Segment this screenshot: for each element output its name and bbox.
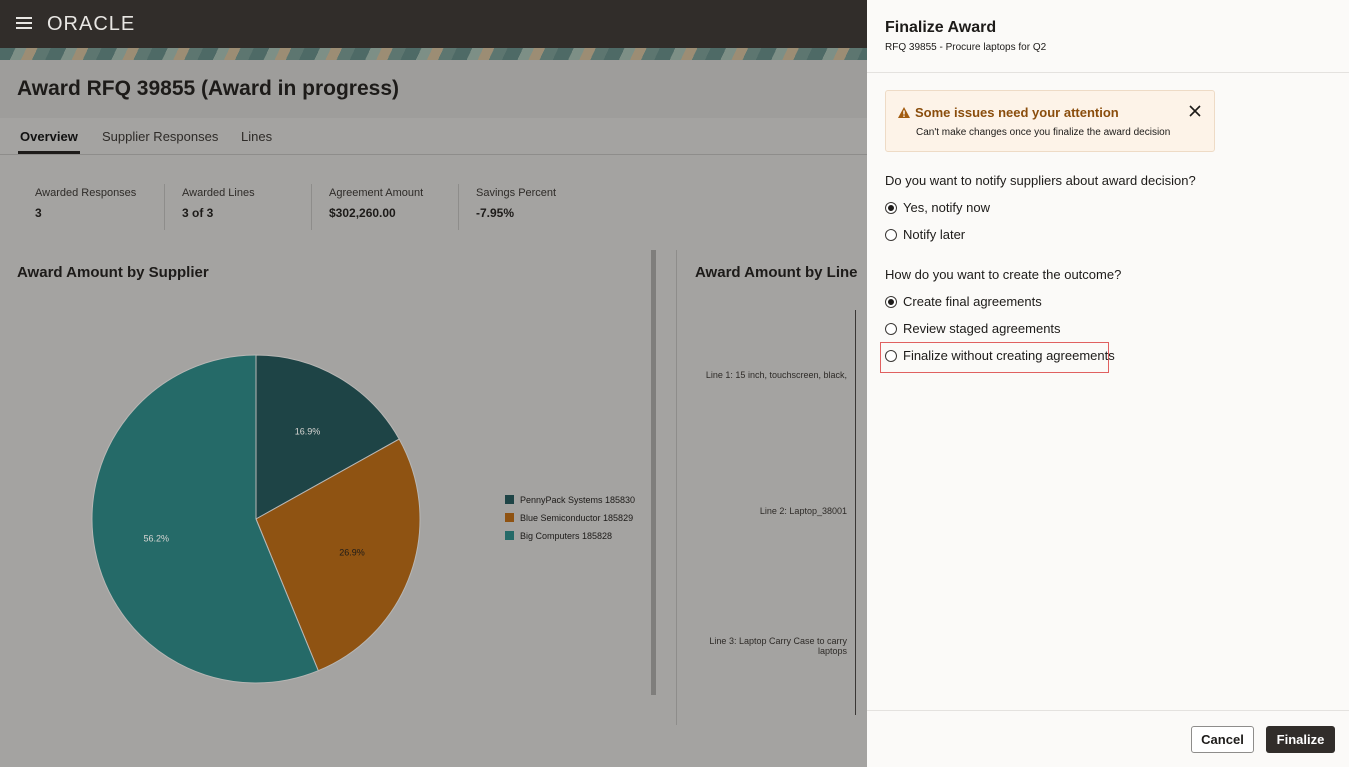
metric-value: 3 of 3 — [182, 206, 214, 220]
pie-slice — [255, 438, 421, 672]
title-band — [0, 60, 867, 118]
highlight-box — [880, 342, 1109, 373]
legend-label: Blue Semiconductor 185829 — [520, 513, 633, 523]
drawer-subtitle: RFQ 39855 - Procure laptops for Q2 — [885, 42, 1047, 53]
slice-label: 56.2% — [143, 534, 169, 544]
metric-value: $302,260.00 — [329, 206, 396, 220]
chart-title: Award Amount by Supplier — [17, 264, 209, 281]
radio-button[interactable] — [885, 350, 897, 362]
radio-button[interactable] — [885, 323, 897, 335]
legend-swatch — [505, 513, 514, 522]
question-label: How do you want to create the outcome? — [885, 267, 1122, 282]
metric-separator — [311, 184, 312, 230]
close-button[interactable] — [1189, 105, 1201, 117]
radio-label[interactable]: Review staged agreements — [903, 321, 1061, 336]
divider — [867, 72, 1349, 73]
metric-separator — [164, 184, 165, 230]
legend-label: PennyPack Systems 185830 — [520, 495, 635, 505]
slice-label: 26.9% — [339, 548, 365, 558]
page-title: Award RFQ 39855 (Award in progress) — [17, 77, 400, 100]
footer-divider — [867, 710, 1349, 711]
radio-button[interactable] — [885, 229, 897, 241]
radio-label[interactable]: Yes, notify now — [903, 200, 990, 215]
question-label: Do you want to notify suppliers about aw… — [885, 173, 1196, 188]
alert-title: Some issues need your attention — [915, 105, 1119, 120]
metric-value: 3 — [35, 206, 42, 220]
finalize-button[interactable]: Finalize — [1266, 726, 1335, 753]
metric-separator — [458, 184, 459, 230]
tab-divider — [0, 154, 867, 155]
metric-label: Agreement Amount — [329, 187, 424, 199]
metric-value: -7.95% — [476, 206, 515, 220]
tab[interactable]: Lines — [241, 129, 273, 144]
pie-slice — [255, 354, 400, 520]
pie-slice — [91, 354, 319, 684]
alert-box — [885, 90, 1215, 152]
radio-label[interactable]: Finalize without creating agreements — [903, 348, 1115, 363]
axis-line — [855, 310, 856, 715]
panel-divider — [676, 250, 677, 725]
cancel-button[interactable]: Cancel — [1191, 726, 1254, 753]
slice-label: 16.9% — [295, 426, 321, 436]
scrollbar — [651, 250, 656, 695]
metric-label: Savings Percent — [476, 187, 557, 199]
radio-label[interactable]: Notify later — [903, 227, 966, 242]
metric-label: Awarded Lines — [182, 187, 255, 199]
category-label: Line 3: Laptop Carry Case to carry lapto… — [709, 636, 847, 656]
menu-icon[interactable] — [16, 16, 32, 30]
legend-label: Big Computers 185828 — [520, 531, 612, 541]
radio-button[interactable] — [885, 296, 897, 308]
metric-label: Awarded Responses — [35, 187, 137, 199]
category-label: Line 1: 15 inch, touchscreen, black, — [705, 370, 847, 380]
chart-title: Award Amount by Line — [695, 264, 858, 281]
category-label: Line 2: Laptop_38001 — [759, 506, 847, 516]
drawer-title: Finalize Award — [885, 19, 997, 36]
pie-chart: 16.9% 26.9% 56.2% PennyPack Systems 185830 B… — [91, 354, 635, 684]
tab[interactable]: Supplier Responses — [102, 129, 219, 144]
banner — [0, 48, 867, 60]
alert-message: Can't make changes once you finalize the… — [916, 127, 1171, 138]
brand: ORACLE — [47, 13, 136, 35]
radio-label[interactable]: Create final agreements — [903, 294, 1042, 309]
legend-swatch — [505, 531, 514, 540]
tab[interactable]: Overview — [18, 129, 80, 154]
radio-button[interactable] — [885, 202, 897, 214]
app-header: ORACLE — [0, 0, 867, 48]
warning-icon — [898, 107, 910, 118]
legend-swatch — [505, 495, 514, 504]
